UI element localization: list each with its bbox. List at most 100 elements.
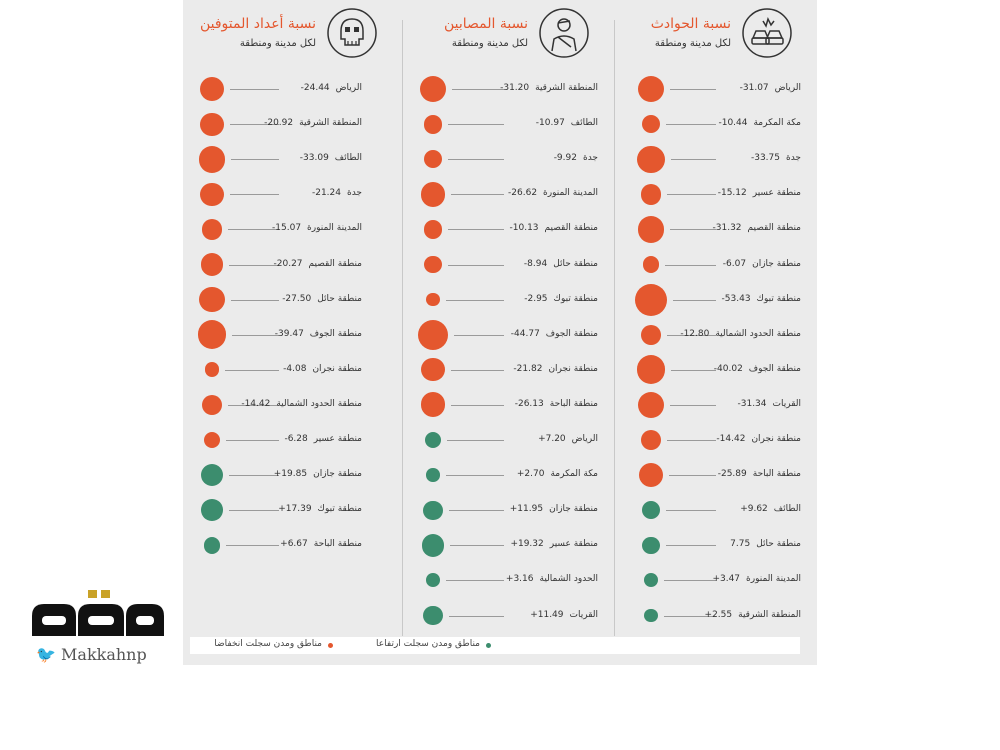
list-item: منطقة تبوك -53.43	[621, 283, 817, 316]
region-value: -26.13	[514, 398, 544, 409]
decrease-bubble	[636, 355, 666, 385]
region-name: منطقة القصيم	[544, 223, 598, 234]
increase-bubble	[423, 605, 443, 626]
region-name: المدينة المنورة	[746, 574, 801, 585]
data-label: منطقة الجوف -39.47	[275, 329, 362, 339]
list-item: مكة المكرمة +2.70	[406, 460, 614, 490]
list-item: منطقة القصيم -20.27	[183, 250, 402, 280]
region-name: منطقة الباحة	[752, 469, 801, 480]
region-value: -21.82	[513, 363, 543, 374]
accidents-column: نسبة الحوادث لكل مدينة ومنطقة الرياض -31.…	[621, 0, 817, 636]
leader-line	[229, 475, 279, 477]
decrease-bubble	[635, 283, 667, 316]
leader-line	[226, 440, 279, 441]
region-name: منطقة حائل	[317, 293, 362, 304]
decrease-bubble	[637, 145, 665, 173]
list-item: جدة -21.24	[183, 179, 402, 209]
region-name: الرياض	[774, 83, 801, 93]
leader-line	[447, 264, 504, 266]
legend-decrease-label: مناطق ومدن سجلت انخفاضا	[214, 639, 322, 649]
region-value: -20.92	[264, 118, 294, 129]
injuries-title: نسبة المصابين	[444, 16, 528, 32]
region-value: +11.95	[509, 504, 544, 515]
region-name: منطقة القصيم	[747, 223, 801, 234]
column-divider	[402, 20, 403, 636]
decrease-bubble	[641, 324, 661, 345]
region-name: منطقة نجران	[751, 434, 801, 444]
increase-bubble	[423, 500, 443, 520]
list-item: القريات -31.34	[621, 390, 817, 420]
region-name: منطقة الجوف	[748, 363, 801, 374]
region-name: منطقة الباحة	[313, 539, 362, 550]
region-value: +19.85	[273, 469, 308, 480]
increase-bubble	[644, 608, 658, 623]
list-item: منطقة الحدود الشمالية -14.42	[183, 390, 402, 420]
region-name: المدينة المنورة	[543, 188, 598, 199]
region-value: -40.02	[713, 363, 743, 374]
increase-bubble	[203, 537, 221, 554]
leader-line	[230, 299, 279, 301]
data-label: الرياض +7.20	[538, 434, 598, 444]
leader-line	[448, 159, 504, 161]
list-item: المنطقة الشرقية +2.55	[621, 601, 817, 631]
region-name: الرياض	[571, 434, 598, 444]
leader-line	[670, 89, 716, 90]
deaths-column: نسبة أعداد المتوفين لكل مدينة ومنطقة الر…	[183, 0, 402, 636]
decrease-bubble	[423, 114, 443, 134]
decrease-bubble	[637, 391, 665, 419]
data-label: منطقة تبوك -2.95	[524, 294, 598, 304]
region-name: منطقة عسير	[752, 188, 801, 199]
decrease-bubble	[640, 429, 662, 451]
increase-bubble	[421, 534, 445, 557]
list-item: منطقة القصيم -31.32	[621, 214, 817, 244]
leader-line	[448, 615, 504, 617]
decrease-bubble	[201, 219, 223, 240]
data-label: منطقة جازان +11.95	[510, 504, 598, 514]
region-name: المنطقة الشرقية	[535, 83, 598, 93]
region-value: -15.12	[717, 188, 747, 199]
region-name: الطائف	[773, 504, 801, 515]
data-label: منطقة نجران -14.42	[716, 434, 801, 444]
region-name: منطقة تبوك	[553, 293, 598, 304]
decrease-bubble	[204, 362, 220, 378]
region-value: -6.28	[284, 434, 308, 444]
list-item: القريات +11.49	[406, 601, 614, 631]
data-label: الطائف -33.09	[300, 153, 362, 163]
decrease-bubble	[642, 256, 660, 273]
region-value: +6.67	[280, 539, 308, 550]
region-value: -10.44	[718, 118, 748, 129]
region-value: -39.47	[274, 328, 304, 339]
data-label: مكة المكرمة -10.44	[718, 118, 801, 128]
leader-line	[667, 440, 716, 441]
twitter-handle[interactable]: 🐦 Makkahnp	[36, 645, 147, 664]
region-value: -6.07	[722, 258, 747, 269]
data-label: منطقة حائل -8.94	[524, 259, 598, 269]
list-item: منطقة نجران -14.42	[621, 425, 817, 455]
data-label: جدة -21.24	[312, 188, 362, 198]
region-name: منطقة نجران	[312, 363, 362, 374]
list-item: منطقة حائل 7.75	[621, 530, 817, 560]
region-name: منطقة جازان	[549, 504, 598, 515]
decrease-bubble	[203, 431, 221, 449]
data-label: منطقة نجران -21.82	[513, 364, 598, 374]
region-value: +7.20	[538, 434, 566, 444]
region-name: جدة	[785, 153, 801, 164]
data-label: الرياض -31.07	[740, 83, 801, 93]
decrease-bubble	[201, 394, 223, 416]
list-item: المدينة المنورة -15.07	[183, 214, 402, 244]
region-name: منطقة حائل	[756, 539, 801, 550]
data-label: المدينة المنورة +3.47	[712, 574, 801, 584]
region-value: +11.49	[530, 609, 564, 620]
decrease-bubble	[199, 286, 225, 313]
list-item: منطقة الجوف -40.02	[621, 355, 817, 385]
data-label: جدة -9.92	[554, 153, 598, 163]
twitter-bird-icon: 🐦	[36, 645, 56, 664]
region-value: -53.43	[721, 293, 751, 304]
data-label: المنطقة الشرقية -20.92	[264, 118, 362, 128]
leader-line	[666, 334, 716, 336]
list-item: منطقة حائل -8.94	[406, 250, 614, 280]
region-value: +17.39	[278, 504, 312, 515]
leader-line	[666, 124, 716, 126]
list-item: منطقة عسير +19.32	[406, 530, 614, 560]
infographic-panel: نسبة الحوادث لكل مدينة ومنطقة الرياض -31.…	[183, 0, 817, 665]
